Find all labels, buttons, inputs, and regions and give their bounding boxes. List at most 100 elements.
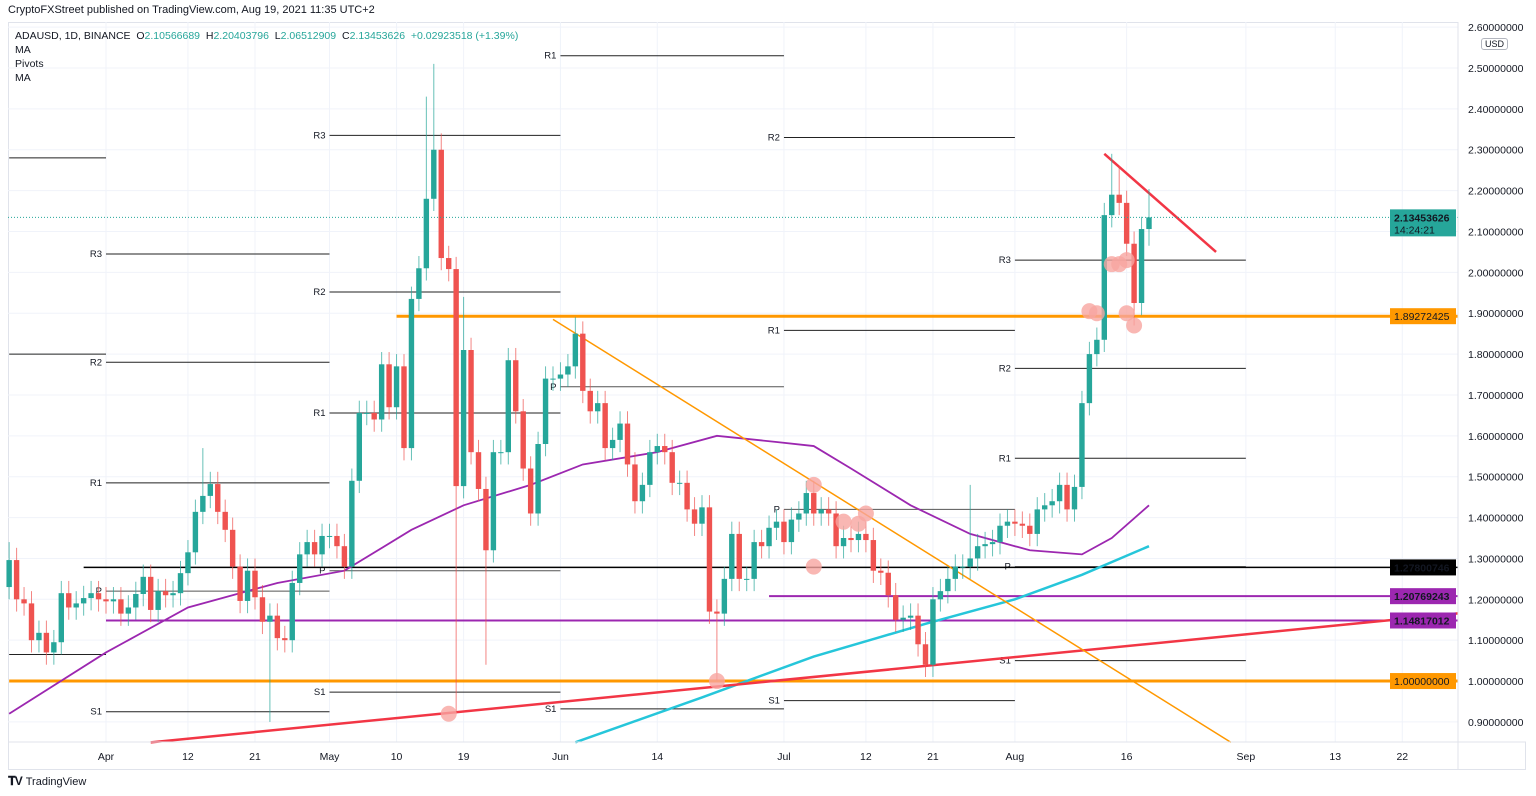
candle-body	[371, 412, 377, 420]
candle-up	[58, 580, 64, 655]
candle-up	[1042, 493, 1048, 522]
indicator-pivots[interactable]: Pivots	[15, 58, 44, 70]
indicator-ma-2[interactable]: MA	[15, 72, 31, 84]
candle-body	[356, 412, 362, 481]
candle-body	[669, 452, 675, 483]
candle-body	[788, 519, 795, 543]
candle-down	[513, 347, 519, 424]
candle-up	[930, 587, 936, 677]
candle-body	[192, 511, 199, 553]
level-price-tag: 1.27800746	[1394, 562, 1450, 574]
currency-badge[interactable]: USD	[1481, 38, 1509, 50]
price-axis[interactable]	[1458, 22, 1526, 742]
candle-body	[259, 597, 266, 622]
candle-body	[1027, 525, 1033, 534]
candle-down	[833, 501, 839, 559]
time-tick-label: 16	[1121, 751, 1133, 763]
candle-body	[900, 617, 906, 620]
candle-up	[542, 366, 549, 457]
candle-down	[662, 433, 668, 465]
candle-body	[699, 507, 705, 524]
candle-body	[43, 632, 50, 653]
pivot-label: S1	[314, 687, 326, 698]
candle-up	[349, 468, 355, 579]
candle-down	[915, 603, 921, 657]
candle-body	[967, 558, 973, 567]
candle-down	[1116, 166, 1122, 216]
candle-body	[483, 488, 489, 551]
candle-body	[475, 452, 482, 489]
price-tick-label: 1.20000000	[1468, 594, 1524, 606]
candle-body	[21, 599, 27, 604]
pivot-label: S1	[545, 704, 557, 715]
level-price-tag: 1.89272425	[1394, 311, 1450, 323]
candle-body	[773, 521, 780, 528]
candle-down	[527, 456, 534, 526]
price-level-labels: 1.89272425 1.27800746 1.20769243 1.14817012…	[1390, 209, 1456, 690]
candle-down	[237, 554, 243, 614]
footer[interactable]: 𝐓V TradingView	[8, 774, 86, 789]
tradingview-logo-icon: 𝐓V	[8, 774, 23, 788]
price-tick-label: 1.30000000	[1468, 553, 1524, 565]
candle-down	[714, 599, 720, 682]
ohlc-row: ADAUSD, 1D, BINANCE O2.10566689 H2.20403…	[15, 30, 519, 42]
candle-up	[297, 542, 303, 596]
candle-up	[185, 540, 191, 586]
candle-body	[1123, 202, 1130, 244]
candle-down	[602, 390, 608, 461]
candle-body	[885, 572, 891, 596]
candle-up	[356, 400, 362, 494]
candle-body	[408, 298, 415, 449]
highlight-marker	[1126, 317, 1143, 334]
candle-down	[1019, 511, 1026, 539]
candle-body	[1079, 403, 1085, 487]
candle-up	[565, 354, 571, 387]
candle-body	[118, 599, 124, 614]
price-axis-ticks: 2.60000000 2.50000000 2.40000000 2.30000000…	[1468, 22, 1524, 729]
level-price-tag-bg	[1390, 559, 1456, 576]
open-value: 2.10566689	[144, 30, 201, 42]
candle-down	[118, 587, 124, 626]
pivot-label: R1	[768, 325, 780, 336]
candle-up	[1049, 488, 1055, 518]
candle-body	[803, 493, 809, 514]
candle-body	[498, 452, 504, 454]
candle-up	[326, 523, 333, 549]
candle-up	[647, 439, 653, 498]
indicator-ma-1[interactable]: MA	[15, 44, 31, 56]
candle-body	[893, 595, 899, 620]
candle-up	[744, 566, 750, 592]
candle-body	[721, 578, 728, 614]
price-tick-label: 2.30000000	[1468, 145, 1524, 157]
candle-body	[13, 560, 20, 600]
candle-down	[736, 521, 742, 592]
candle-up	[378, 352, 385, 432]
candle-down	[28, 591, 35, 653]
low-value: 2.06512909	[280, 30, 337, 42]
candle-up	[550, 366, 556, 391]
candle-body	[200, 495, 206, 512]
candle-up	[267, 603, 273, 722]
candle-body	[1131, 243, 1137, 304]
candle-body	[930, 599, 936, 665]
candle-down	[684, 470, 690, 522]
candle-up	[431, 63, 437, 212]
time-tick-label: 21	[927, 751, 939, 763]
moving-averages	[8, 434, 1150, 744]
candle-body	[825, 509, 832, 514]
candle-body	[676, 482, 683, 484]
candle-down	[706, 495, 713, 624]
candle-body	[66, 593, 72, 608]
candle-up	[609, 427, 616, 461]
candle-body	[878, 570, 884, 573]
price-tick-label: 2.40000000	[1468, 104, 1524, 116]
candle-up	[110, 587, 117, 614]
candle-body	[982, 544, 988, 547]
candle-up	[1071, 474, 1078, 522]
candle-down	[632, 452, 638, 514]
candle-body	[952, 566, 958, 579]
candle-body	[125, 607, 132, 614]
candle-down	[885, 560, 891, 608]
candle-up	[1004, 509, 1011, 539]
